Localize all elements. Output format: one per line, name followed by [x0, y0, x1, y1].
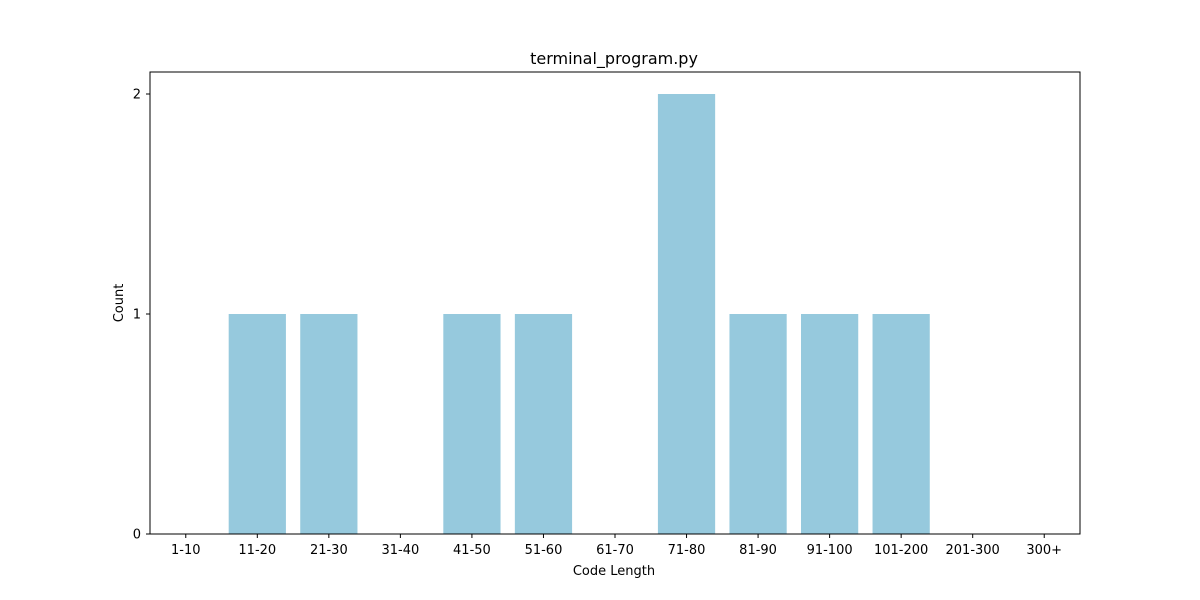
x-tick-label: 1-10	[171, 543, 201, 558]
x-tick-label: 101-200	[874, 543, 928, 558]
bar-81-90	[729, 314, 787, 534]
bar-91-100	[801, 314, 859, 534]
bar-11-20	[228, 314, 286, 534]
x-tick-label: 31-40	[381, 543, 419, 558]
y-axis-ticks: 0 1 2	[133, 88, 150, 543]
x-axis-label: Code Length	[573, 564, 655, 579]
x-tick-label: 300+	[1026, 543, 1062, 558]
y-tick-label: 2	[133, 88, 141, 103]
bar-51-60	[514, 314, 573, 534]
bar-41-50	[443, 314, 501, 534]
x-tick-label: 201-300	[946, 543, 1000, 558]
x-tick-label: 51-60	[525, 543, 563, 558]
y-tick-label: 0	[133, 528, 141, 543]
x-tick-label: 81-90	[739, 543, 777, 558]
chart-title: terminal_program.py	[530, 49, 698, 69]
bar-21-30	[300, 314, 358, 534]
x-tick-label: 21-30	[310, 543, 348, 558]
x-tick-label: 61-70	[596, 543, 634, 558]
x-tick-label: 91-100	[807, 543, 853, 558]
bar-101-200	[872, 314, 930, 534]
x-tick-label: 11-20	[238, 543, 276, 558]
bars-group	[228, 94, 930, 534]
y-tick-label: 1	[133, 308, 141, 323]
bar-71-80	[657, 94, 716, 534]
x-tick-label: 41-50	[453, 543, 491, 558]
y-axis-label: Count	[112, 284, 127, 323]
x-tick-label: 71-80	[668, 543, 706, 558]
x-axis-ticks: 1-10 11-20 21-30 31-40 41-50 51-60 61-70 71-80 8…	[171, 534, 1062, 558]
plot-frame	[149, 71, 1081, 535]
